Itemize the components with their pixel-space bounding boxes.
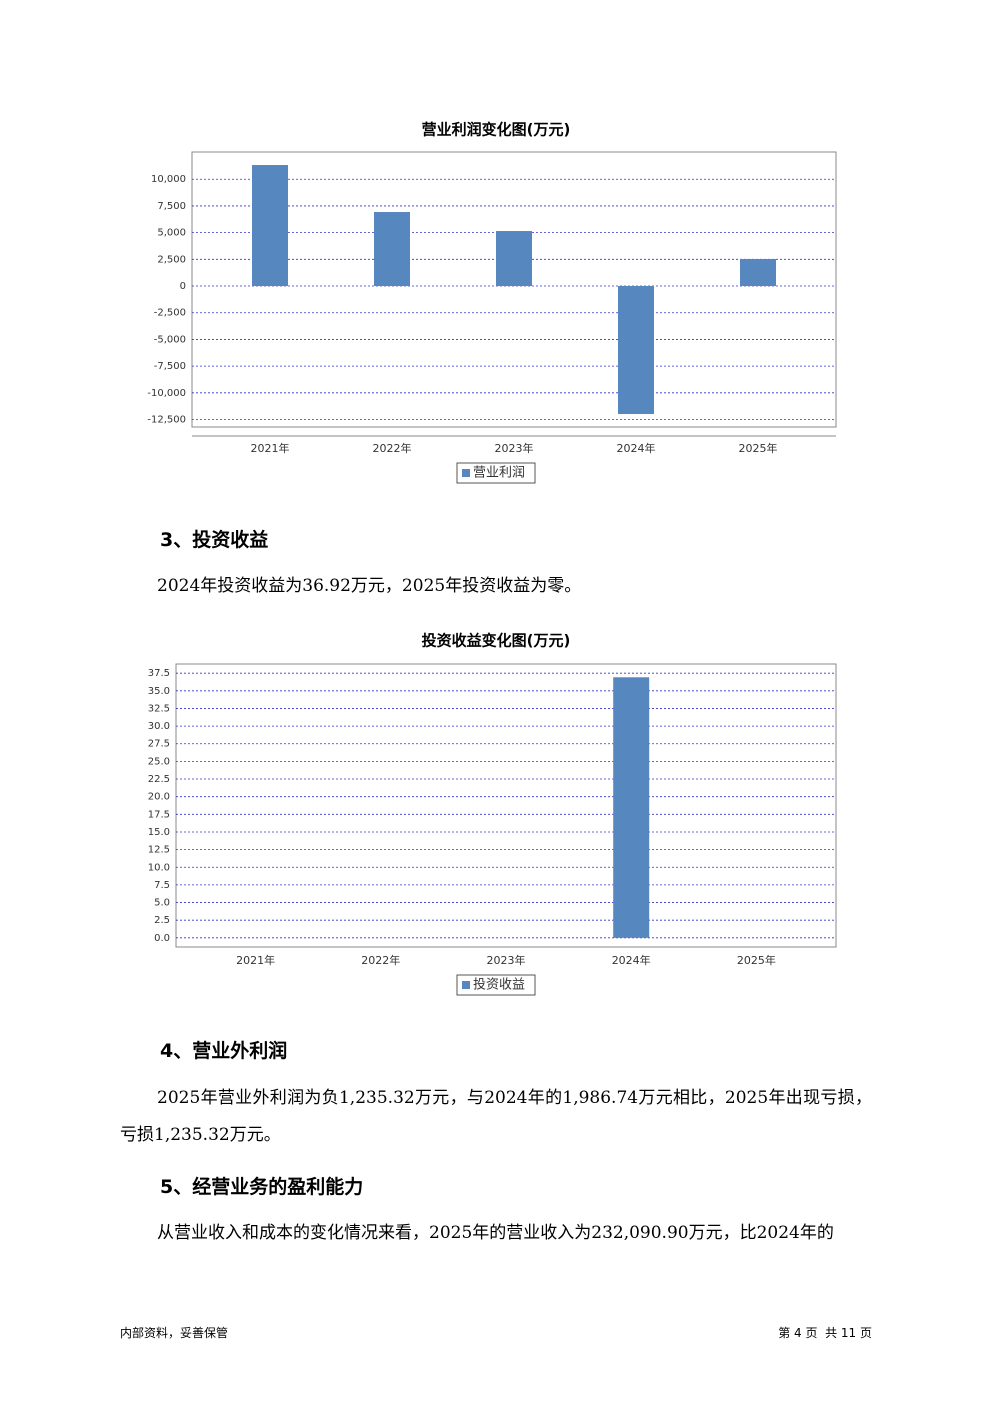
- y-tick-label: -2,500: [154, 308, 186, 319]
- chart-title: 营业利润变化图(万元): [422, 121, 571, 139]
- y-tick-label: 0.0: [154, 933, 170, 944]
- legend-swatch: [462, 469, 470, 477]
- footer-left: 内部资料，妥善保管: [120, 1326, 229, 1340]
- y-tick-label: 2.5: [154, 915, 170, 926]
- y-tick-label: 17.5: [148, 809, 170, 820]
- y-tick-label: 12.5: [148, 845, 170, 856]
- y-tick-label: 5,000: [157, 228, 186, 239]
- paragraph: 从营业收入和成本的变化情况来看，2025年的营业收入为232,090.90万元，…: [157, 1223, 834, 1243]
- y-tick-label: -12,500: [147, 415, 186, 426]
- x-tick-label: 2025年: [739, 441, 778, 455]
- legend-box: [456, 974, 536, 996]
- y-tick-label: 25.0: [148, 756, 170, 767]
- x-tick-label: 2022年: [373, 441, 412, 455]
- y-tick-label: 37.5: [148, 668, 170, 679]
- y-tick-label: 7,500: [157, 201, 186, 212]
- paragraph: 2024年投资收益为36.92万元，2025年投资收益为零。: [157, 576, 582, 596]
- bar: [252, 165, 288, 287]
- y-tick-label: -7,500: [154, 361, 186, 372]
- section-heading: 4、营业外利润: [160, 1040, 288, 1062]
- x-tick-label: 2022年: [361, 953, 400, 967]
- x-tick-label: 2024年: [617, 441, 656, 455]
- x-tick-label: 2023年: [487, 953, 526, 967]
- y-tick-label: 0: [180, 281, 186, 292]
- y-tick-label: 15.0: [148, 827, 170, 838]
- bar: [496, 231, 532, 287]
- y-tick-label: 10.0: [148, 862, 170, 873]
- bar: [374, 212, 410, 287]
- y-tick-label: 32.5: [148, 703, 170, 714]
- legend-box: [456, 462, 536, 484]
- y-tick-label: 30.0: [148, 721, 170, 732]
- section-heading: 5、经营业务的盈利能力: [160, 1176, 364, 1198]
- y-tick-label: 20.0: [148, 792, 170, 803]
- chart-title: 投资收益变化图(万元): [422, 632, 571, 650]
- y-tick-label: 22.5: [148, 774, 170, 785]
- y-tick-label: 35.0: [148, 686, 170, 697]
- y-tick-label: 5.0: [154, 898, 170, 909]
- bar: [740, 259, 776, 287]
- legend-swatch: [462, 981, 470, 989]
- section-heading: 3、投资收益: [160, 529, 269, 551]
- y-tick-label: 10,000: [151, 174, 186, 185]
- x-tick-label: 2021年: [236, 953, 275, 967]
- paragraph: 2025年营业外利润为负1,235.32万元，与2024年的1,986.74万元…: [120, 1088, 872, 1145]
- y-tick-label: -5,000: [154, 334, 186, 345]
- y-tick-label: 2,500: [157, 254, 186, 265]
- legend-label: 投资收益: [473, 977, 525, 993]
- y-tick-label: 7.5: [154, 880, 170, 891]
- bar: [613, 677, 650, 938]
- plot-frame: [191, 151, 837, 428]
- x-tick-label: 2021年: [251, 441, 290, 455]
- x-tick-label: 2023年: [495, 441, 534, 455]
- footer-right: 第 4 页 共 11 页: [778, 1326, 872, 1340]
- plot-frame: [175, 663, 837, 948]
- legend-label: 营业利润: [473, 466, 525, 481]
- y-tick-label: -10,000: [147, 388, 186, 399]
- x-tick-label: 2024年: [612, 953, 651, 967]
- y-tick-label: 27.5: [148, 739, 170, 750]
- bar: [618, 286, 654, 415]
- x-tick-label: 2025年: [737, 953, 776, 967]
